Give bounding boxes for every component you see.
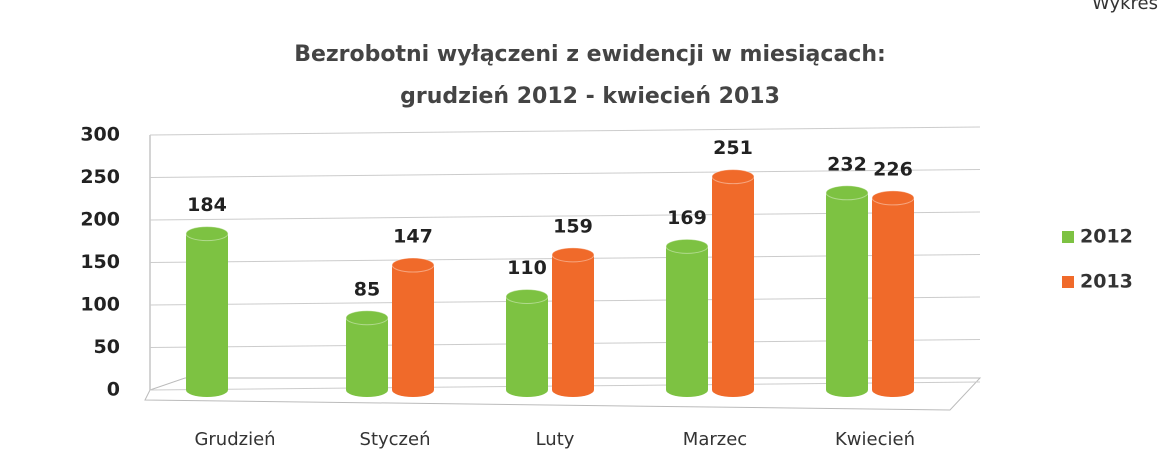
legend-label: 2013 <box>1080 271 1133 293</box>
legend-swatch <box>1062 231 1074 243</box>
bar <box>825 185 869 397</box>
bar-body <box>346 317 388 397</box>
y-tick-label: 100 <box>80 294 120 316</box>
data-label: 147 <box>393 226 433 248</box>
bar-cap <box>551 247 595 263</box>
bar-cap <box>391 257 435 273</box>
y-tick-label: 250 <box>80 166 120 188</box>
x-tick-label: Luty <box>536 429 575 450</box>
bar <box>185 226 229 397</box>
y-tick-label: 0 <box>107 379 120 401</box>
data-label: 159 <box>553 215 593 237</box>
bar-cap <box>825 185 869 201</box>
bar-body <box>392 265 434 397</box>
y-tick-label: 50 <box>94 336 120 358</box>
floor <box>144 377 982 411</box>
x-tick-label: Grudzień <box>194 429 275 450</box>
bar-body <box>552 254 594 397</box>
bar-cap <box>185 226 229 242</box>
bar-body <box>826 192 868 397</box>
data-label: 85 <box>354 278 380 300</box>
x-tick-label: Styczeń <box>360 429 431 450</box>
bar-body <box>872 197 914 397</box>
y-tick-label: 150 <box>80 251 120 273</box>
bar-cap <box>345 310 389 326</box>
chart-title: Bezrobotni wyłączeni z ewidencji w miesi… <box>294 42 886 67</box>
grid-line <box>149 169 981 178</box>
bar <box>345 310 389 397</box>
bar-cap <box>871 190 915 206</box>
x-tick-label: Kwiecień <box>835 429 915 450</box>
data-label: 226 <box>873 158 913 180</box>
grid-line <box>149 126 981 136</box>
y-tick-label: 300 <box>80 124 120 146</box>
data-label: 251 <box>713 137 753 159</box>
y-tick-label: 200 <box>80 209 120 231</box>
bar-body <box>712 176 754 397</box>
legend-label: 2012 <box>1080 226 1133 248</box>
x-tick-label: Marzec <box>683 429 747 450</box>
bar <box>551 247 595 397</box>
bar-body <box>506 296 548 397</box>
bar <box>391 257 435 397</box>
bar-cap <box>711 169 755 185</box>
page-header: Wykres <box>1092 0 1158 14</box>
legend-swatch <box>1062 276 1074 288</box>
bar-body <box>186 233 228 397</box>
bar <box>711 169 755 397</box>
data-label: 184 <box>187 194 227 216</box>
data-label: 169 <box>667 207 707 229</box>
chart-title: grudzień 2012 - kwiecień 2013 <box>400 84 780 109</box>
data-label: 110 <box>507 257 547 279</box>
bar <box>665 238 709 397</box>
bar <box>871 190 915 397</box>
bar-cap <box>665 238 709 254</box>
bar-body <box>666 246 708 397</box>
bar-cap <box>505 289 549 304</box>
bar <box>505 289 549 397</box>
data-label: 232 <box>827 153 867 175</box>
